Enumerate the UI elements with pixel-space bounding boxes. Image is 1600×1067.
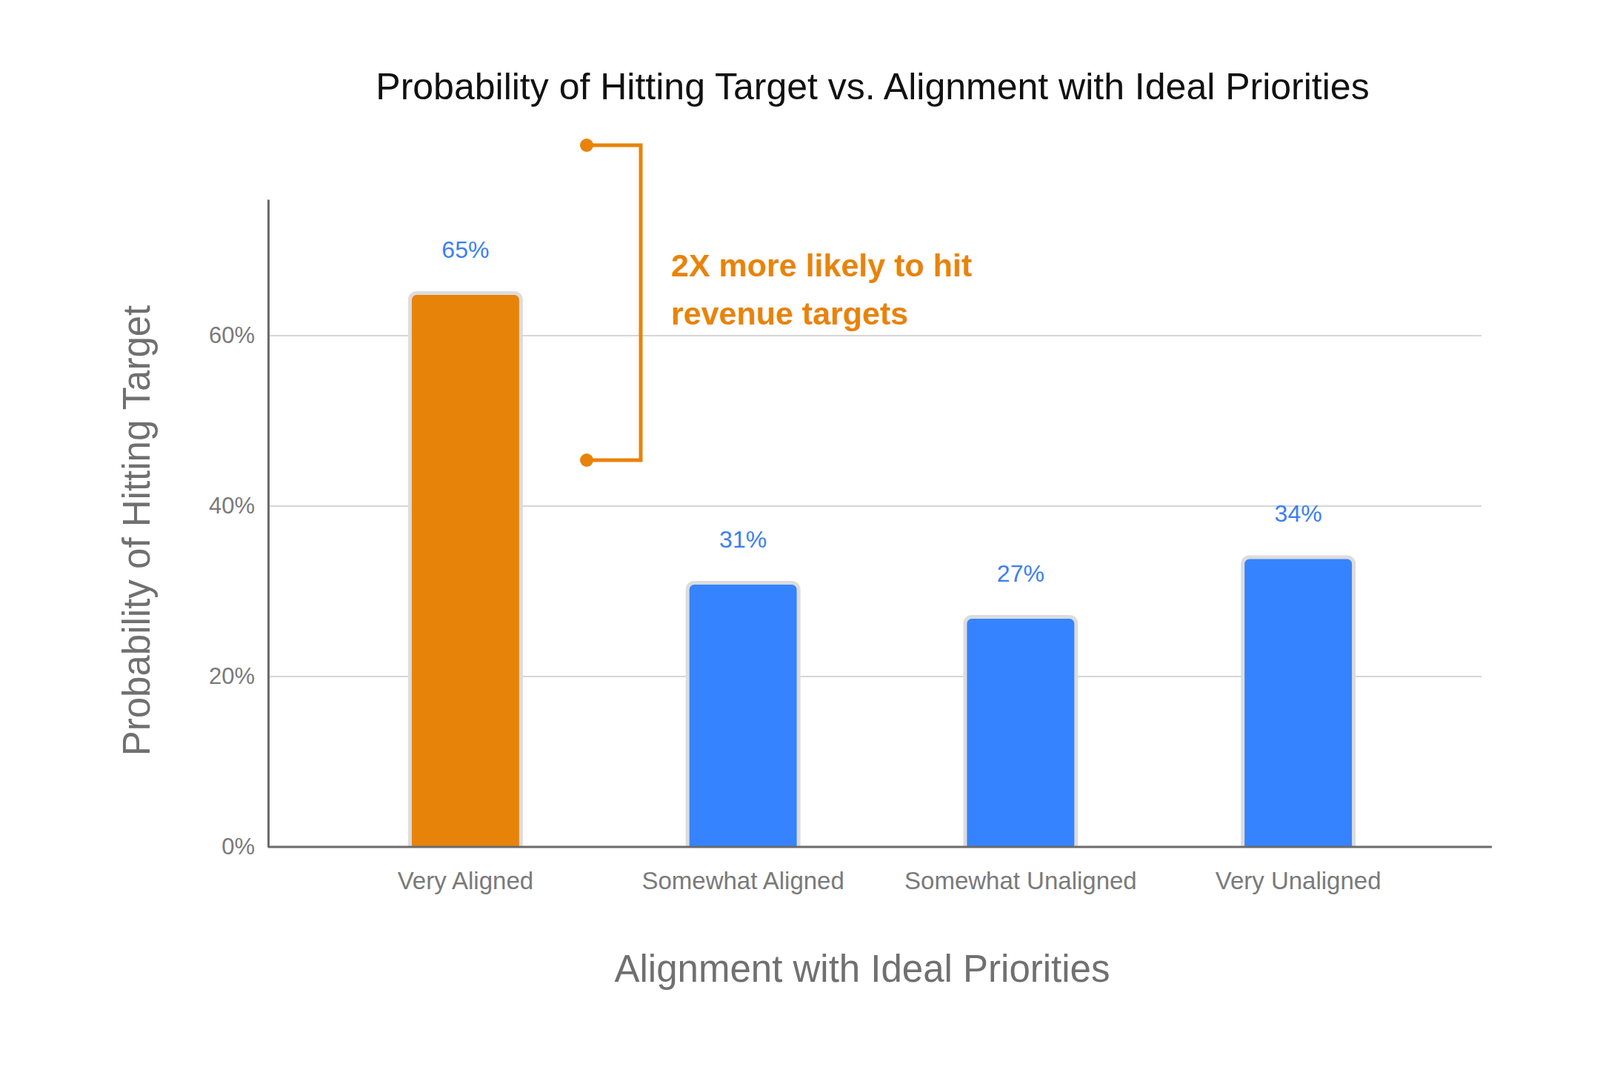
- data-label: 31%: [719, 525, 767, 553]
- chart-svg: 0% 20% 40% 60% Very Aligned Somewhat Aligned S…: [0, 0, 1600, 1067]
- x-tick: Very Aligned: [397, 846, 534, 895]
- baseline: [268, 845, 1492, 849]
- bars: [409, 293, 1354, 848]
- data-label: 27%: [997, 560, 1045, 587]
- bar: [687, 582, 799, 848]
- x-tick-label: Somewhat Aligned: [641, 866, 844, 895]
- x-tick-label: Very Aligned: [397, 866, 534, 895]
- y-tick-label: 20%: [208, 662, 255, 689]
- y-tick: 40%: [208, 492, 269, 519]
- chart-container: 0% 20% 40% 60% Very Aligned Somewhat Aligned S…: [0, 0, 1600, 1067]
- bracket-dot: [580, 453, 594, 467]
- bar: [965, 617, 1077, 848]
- x-tick: Somewhat Aligned: [641, 846, 844, 895]
- x-tick-label: Somewhat Unaligned: [904, 866, 1138, 895]
- x-tick: Somewhat Unaligned: [904, 846, 1138, 895]
- bracket-dot: [580, 138, 594, 152]
- y-axis-title: Probability of Hitting Target: [115, 305, 158, 757]
- y-tick-label: 40%: [208, 492, 255, 519]
- x-tick-label: Very Unaligned: [1215, 866, 1382, 895]
- data-label: 34%: [1274, 500, 1323, 527]
- annotation-text: 2X more likely to hit: [671, 247, 972, 283]
- x-axis: Very Aligned Somewhat Aligned Somewhat Una…: [327, 846, 1438, 895]
- annotation-bracket: [580, 138, 641, 467]
- y-tick: 60%: [208, 322, 269, 349]
- data-labels: 65% 31% 27% 34%: [441, 236, 1322, 587]
- y-tick-label: 60%: [208, 322, 255, 349]
- x-axis-title: Alignment with Ideal Priorities: [614, 947, 1111, 990]
- y-axis-line: [267, 200, 270, 848]
- y-tick: 0%: [221, 833, 269, 860]
- bar: [1242, 557, 1355, 847]
- x-tick: Very Unaligned: [1215, 846, 1382, 895]
- y-tick: 20%: [208, 662, 269, 689]
- data-label: 65%: [441, 236, 489, 263]
- annotation: 2X more likely to hit revenue targets: [671, 247, 972, 332]
- title: Probability of Hitting Target vs. Alignm…: [375, 65, 1369, 108]
- x-axis-line: [327, 846, 1438, 848]
- annotation-text: revenue targets: [671, 295, 909, 332]
- bar: [409, 293, 521, 848]
- y-axis: 0% 20% 40% 60%: [208, 200, 269, 860]
- bracket-line: [586, 145, 641, 460]
- y-tick-label: 0%: [221, 833, 255, 860]
